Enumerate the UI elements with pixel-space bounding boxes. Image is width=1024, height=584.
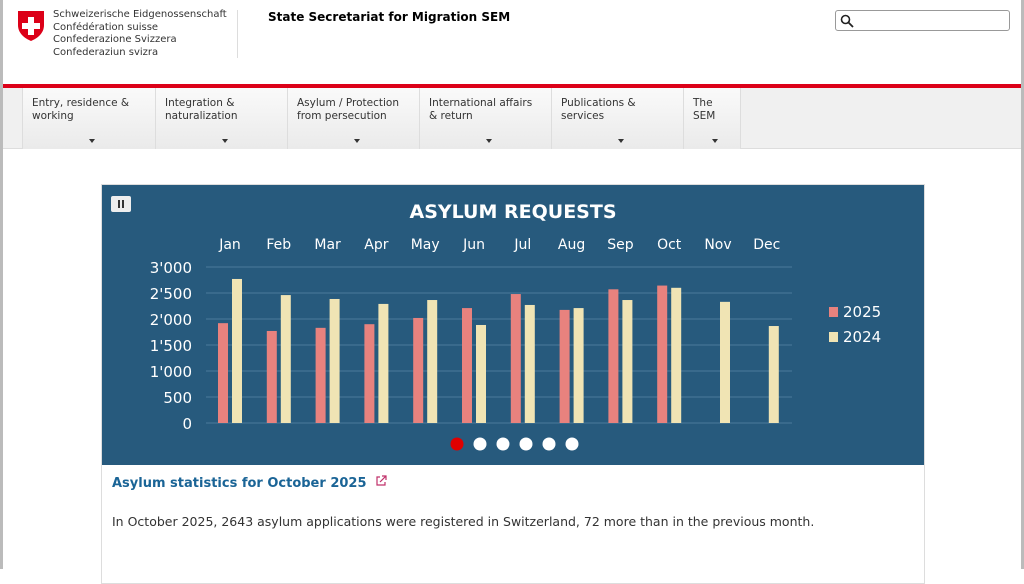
chart-title: ASYLUM REQUESTS [409,201,617,223]
swiss-coat-of-arms-logo[interactable] [17,10,45,42]
carousel-dot[interactable] [565,437,579,451]
chevron-down-icon [712,139,718,143]
carousel-dot[interactable] [450,437,464,451]
divider [237,10,238,58]
x-tick-label: Dec [753,237,780,253]
external-link-icon [376,475,387,486]
carousel-dot[interactable] [496,437,510,451]
chevron-down-icon [89,139,95,143]
bar-2025 [608,289,619,423]
x-tick-label: Mar [314,237,341,253]
bar-2024 [329,298,340,423]
carousel-dot[interactable] [519,437,533,451]
nav-label: The SEM [693,97,716,122]
confederation-de: Schweizerische Eidgenossenschaft [53,9,227,20]
legend-label: 2024 [843,328,881,346]
legend-label: 2025 [843,303,881,321]
bar-2025 [462,308,472,423]
x-tick-label: Aug [558,237,585,253]
bar-2024 [232,278,242,423]
bar-2024 [524,304,535,423]
statistics-link[interactable]: Asylum statistics for October 2025 [112,475,387,491]
y-tick-label: 3'000 [150,259,192,277]
y-tick-label: 2'000 [150,311,192,329]
nav-entry-residence[interactable]: Entry, residence & working [22,88,155,149]
nav-integration[interactable]: Integration & naturalization [155,88,287,149]
chevron-down-icon [221,139,228,143]
bar-2025 [266,330,277,423]
statistics-description: In October 2025, 2643 asylum application… [112,514,815,529]
search-icon[interactable] [840,14,854,28]
bar-2025 [315,327,326,423]
x-tick-label: Sep [607,237,634,253]
x-tick-label: Apr [364,237,388,253]
carousel-dot[interactable] [473,437,487,451]
chevron-down-icon [485,139,492,143]
x-tick-label: Nov [704,237,731,253]
x-tick-label: Jul [513,237,531,253]
y-tick-label: 500 [163,389,192,407]
main-nav: Entry, residence & working Integration &… [3,88,1021,149]
nav-international[interactable]: International affairs & return [419,88,551,149]
y-tick-label: 0 [182,415,192,433]
confederation-names: Schweizerische Eidgenossenschaft Confédé… [53,9,227,59]
confederation-it: Confederazione Svizzera [53,34,177,45]
legend-swatch [829,332,838,342]
nav-label: Asylum / Protection from persecution [297,97,400,122]
bar-2024 [720,301,730,423]
x-tick-label: Feb [266,237,291,253]
bar-2025 [364,324,375,423]
bar-2024 [476,324,486,423]
bar-2024 [622,300,633,423]
nav-publications[interactable]: Publications & services [551,88,683,149]
site-header: Schweizerische Eidgenossenschaft Confédé… [3,0,1021,86]
nav-label: Publications & services [561,97,636,122]
y-tick-label: 2'500 [150,285,192,303]
bar-2025 [218,323,228,423]
bar-chart: 0 500 1'000 1'500 2'000 2'500 3'000 Jan Feb Mar Ap… [150,237,881,451]
bar-2024 [573,308,584,423]
bar-2024 [427,300,438,423]
x-tick-label: Oct [657,237,682,253]
y-tick-label: 1'500 [150,337,192,355]
carousel-dot[interactable] [542,437,556,451]
chevron-down-icon [617,139,624,143]
bar-2025 [559,309,570,423]
bar-2024 [378,303,389,423]
x-tick-label: May [411,237,440,253]
search-input[interactable] [835,10,1010,31]
site-title[interactable]: State Secretariat for Migration SEM [268,10,511,24]
confederation-rm: Confederaziun svizra [53,46,159,58]
pause-icon[interactable] [111,196,131,212]
nav-label: Integration & naturalization [165,97,238,122]
bar-2024 [280,295,291,423]
nav-label: Entry, residence & working [32,97,130,122]
y-tick-label: 1'000 [150,363,192,381]
x-tick-label: Jun [462,237,485,253]
bar-2024 [671,287,682,423]
bar-2024 [768,326,779,423]
legend-swatch [829,307,838,317]
confederation-fr: Confédération suisse [53,21,159,33]
nav-asylum[interactable]: Asylum / Protection from persecution [287,88,419,149]
red-divider [3,84,1021,88]
chevron-down-icon [353,139,360,143]
link-text: Asylum statistics for October 2025 [112,476,367,491]
bar-2025 [657,285,668,423]
bar-2025 [510,294,521,423]
bar-2025 [413,317,424,423]
x-tick-label: Jan [218,237,241,253]
statistics-teaser: ASYLUM REQUESTS 0 500 1'000 1'500 2'000 2'500… [101,184,925,584]
nav-the-sem[interactable]: The SEM [683,88,741,149]
nav-label: International affairs & return [429,97,533,122]
asylum-chart-slide[interactable]: ASYLUM REQUESTS 0 500 1'000 1'500 2'000 2'500… [102,185,924,465]
